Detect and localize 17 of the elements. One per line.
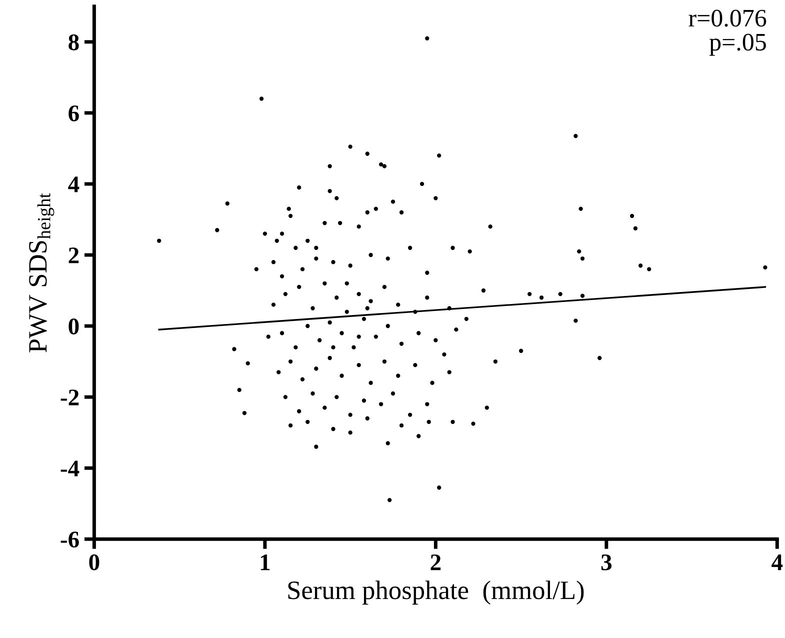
y-tick-label: -6 [60,532,79,548]
x-tick-label: 1 [260,554,270,570]
y-tick-label: 8 [68,34,79,50]
annotation: r=0.076 [688,10,766,27]
y-tick-label: -4 [60,460,80,476]
y-tick-label: 4 [68,176,80,192]
y-tick-label: 2 [68,248,79,264]
x-tick-label: 4 [772,554,783,570]
x-axis-title: Serum phosphate (mmol/L) [288,580,584,605]
x-tick-label: 0 [89,554,100,570]
x-tick-label: 2 [430,554,441,570]
y-tick-label: 6 [68,105,79,122]
y-tick-label: -2 [60,390,79,406]
x-tick-label: 3 [601,554,612,570]
y-tick-label: 0 [68,318,79,334]
y-axis-title: PWV SDS$_{height}$ [29,193,54,352]
annotation: p=.05 [709,34,766,56]
